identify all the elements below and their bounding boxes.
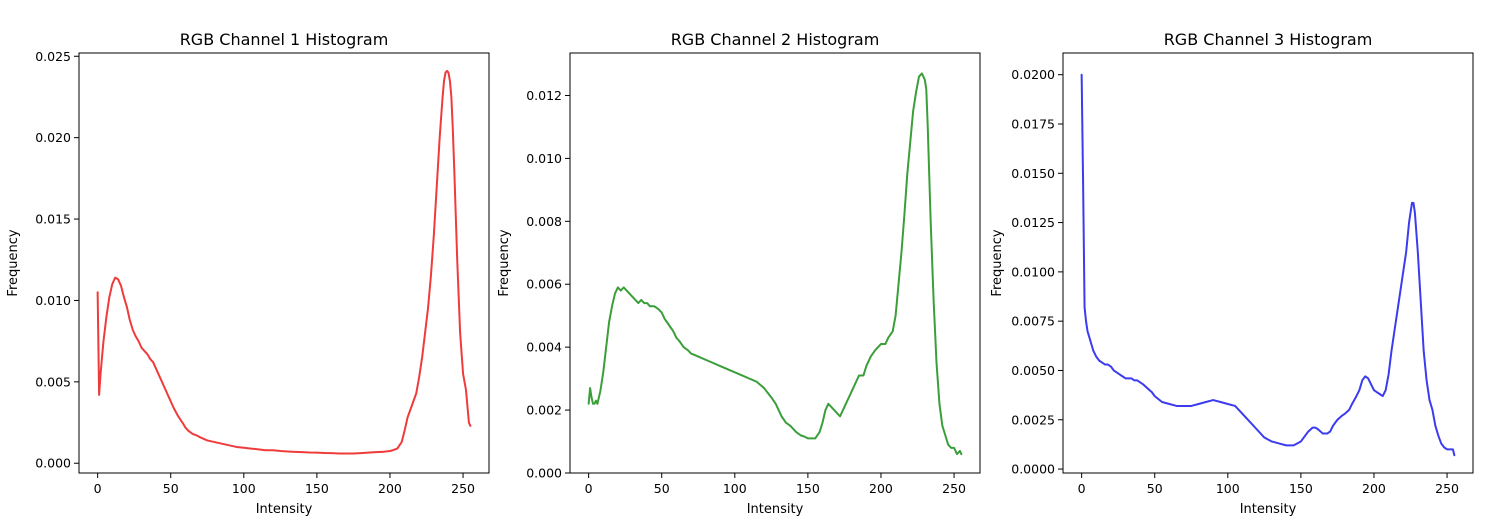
y-tick-label: 0.010 (35, 293, 71, 308)
x-axis-label: Intensity (256, 502, 313, 517)
x-tick-label: 250 (942, 481, 966, 496)
x-tick-label: 150 (1289, 481, 1313, 496)
x-tick-label: 50 (163, 481, 179, 496)
x-tick-label: 0 (585, 481, 593, 496)
y-tick-label: 0.0175 (1011, 116, 1055, 131)
x-tick-label: 200 (1362, 481, 1386, 496)
x-tick-label: 150 (796, 481, 820, 496)
y-tick-label: 0.006 (526, 277, 562, 292)
x-tick-label: 50 (654, 481, 670, 496)
series-line-1-1 (96, 69, 472, 455)
y-tick-label: 0.012 (526, 88, 562, 103)
plot-frame (78, 52, 490, 474)
chart-panel-3: 0 50 100 150 200 250 0.0000 0.0025 0.0050 0.0075 0… (990, 30, 1474, 517)
x-tick-label: 100 (1216, 481, 1240, 496)
x-tick-label: 250 (451, 481, 475, 496)
chart-title: RGB Channel 3 Histogram (1164, 30, 1373, 49)
chart-panel-1: 0 50 100 150 200 250 0.000 0.005 0.010 0.015 0.020… (6, 30, 490, 517)
y-axis-label: Frequency (990, 229, 1005, 296)
x-axis-label: Intensity (1240, 502, 1297, 517)
x-tick-label: 100 (232, 481, 256, 496)
y-tick-label: 0.0150 (1011, 166, 1055, 181)
chart-panel-2: 0 50 100 150 200 250 0.000 0.002 0.004 0.006 0.008… (497, 30, 981, 517)
y-tick-label: 0.004 (526, 340, 562, 355)
y-tick-label: 0.000 (526, 466, 562, 481)
y-tick-label: 0.0125 (1011, 215, 1055, 230)
y-tick-label: 0.025 (35, 49, 71, 64)
y-axis-label: Frequency (497, 229, 512, 296)
y-tick-label: 0.002 (526, 403, 562, 418)
y-tick-label: 0.000 (35, 456, 71, 471)
x-tick-label: 150 (305, 481, 329, 496)
x-tick-label: 0 (94, 481, 102, 496)
y-tick-label: 0.010 (526, 151, 562, 166)
chart-title: RGB Channel 2 Histogram (671, 30, 880, 49)
y-tick-label: 0.008 (526, 214, 562, 229)
x-axis-label: Intensity (747, 502, 804, 517)
plot-frame (569, 52, 981, 474)
series-line-3-1 (1080, 73, 1456, 457)
x-tick-label: 200 (869, 481, 893, 496)
y-tick-label: 0.0075 (1011, 314, 1055, 329)
y-tick-label: 0.0025 (1011, 412, 1055, 427)
y-tick-label: 0.0100 (1011, 264, 1055, 279)
y-tick-label: 0.015 (35, 212, 71, 227)
y-tick-label: 0.0050 (1011, 363, 1055, 378)
x-tick-label: 250 (1435, 481, 1459, 496)
x-tick-label: 100 (723, 481, 747, 496)
y-tick-label: 0.0000 (1011, 462, 1055, 477)
y-axis-label: Frequency (6, 229, 21, 296)
plot-frame (1062, 52, 1474, 474)
x-tick-label: 0 (1078, 481, 1086, 496)
y-tick-label: 0.005 (35, 374, 71, 389)
y-tick-label: 0.020 (35, 130, 71, 145)
series-line-2-1 (587, 72, 963, 456)
x-tick-label: 200 (378, 481, 402, 496)
y-tick-label: 0.0200 (1011, 67, 1055, 82)
x-tick-label: 50 (1147, 481, 1163, 496)
chart-title: RGB Channel 1 Histogram (180, 30, 389, 49)
